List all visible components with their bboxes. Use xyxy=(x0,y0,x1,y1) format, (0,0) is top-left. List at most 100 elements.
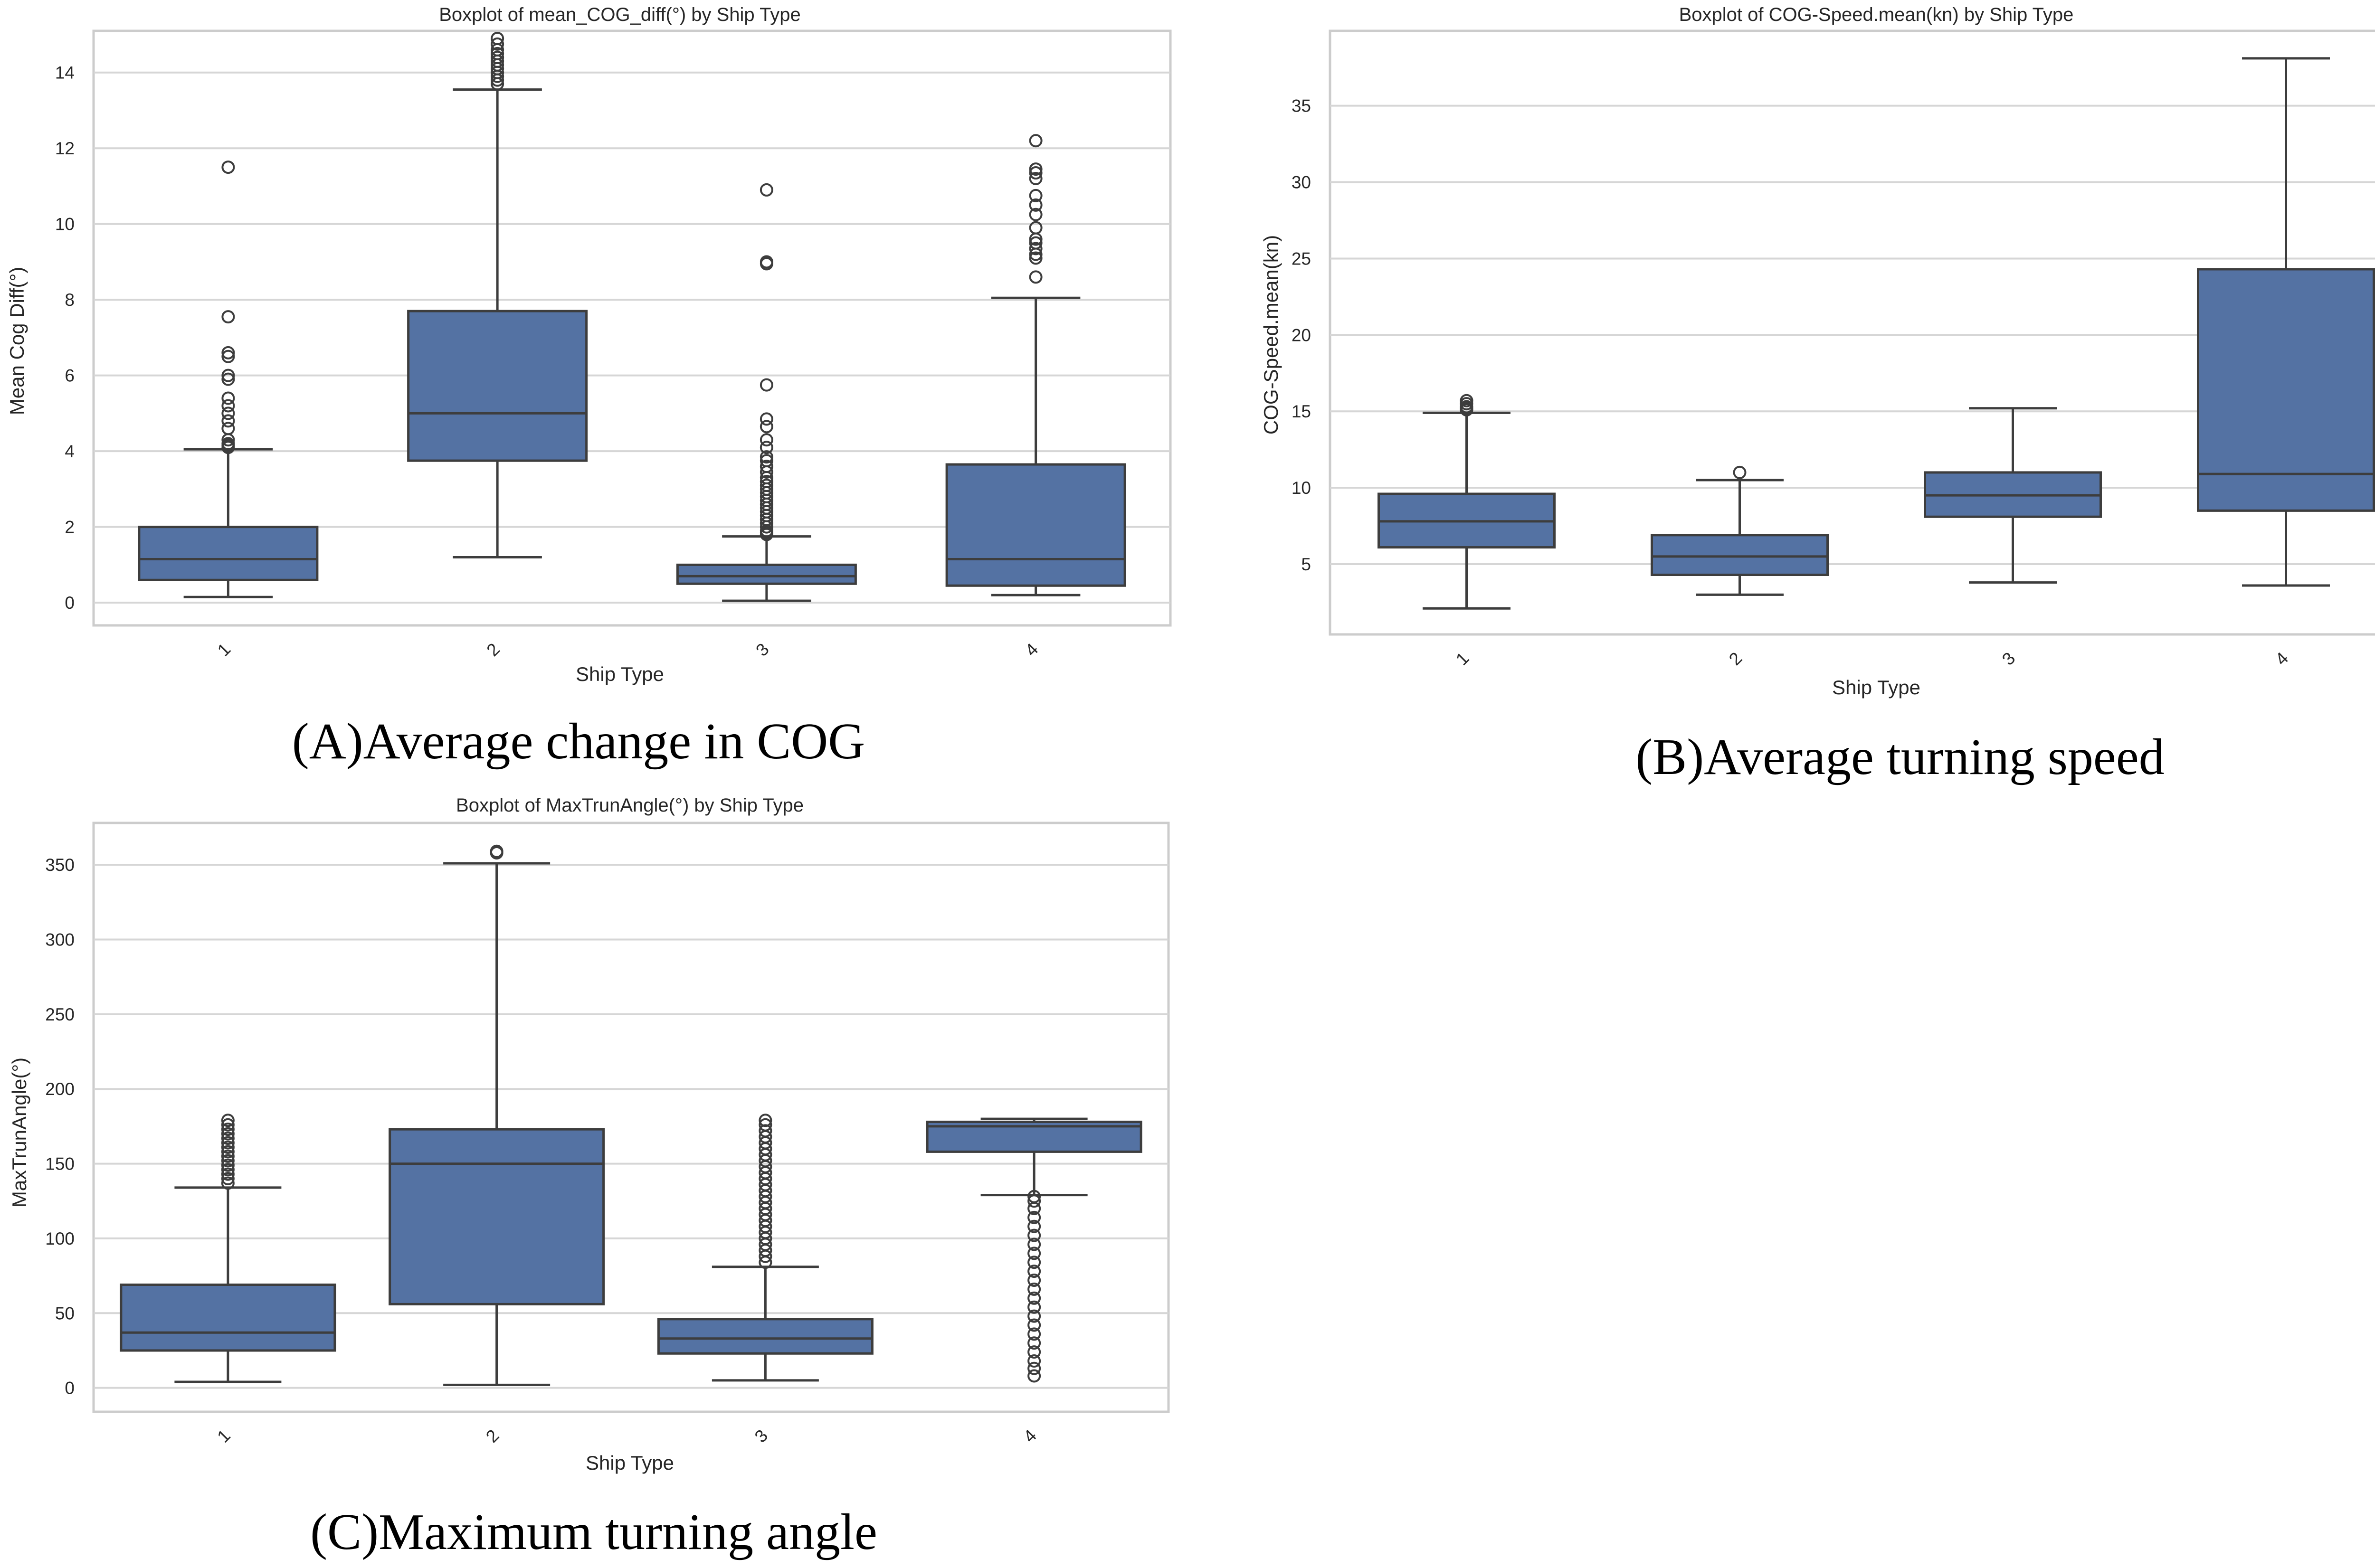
panel-a-ytick-label: 8 xyxy=(65,290,75,310)
panel-a-outlier xyxy=(1029,166,1043,180)
panel-b-xtick-label: 1 xyxy=(1452,648,1473,669)
panel-c-xtick-label: 3 xyxy=(751,1426,772,1446)
panel-c-outlier xyxy=(1027,1327,1041,1341)
panel-a-outlier xyxy=(491,50,504,64)
panel-b-xtick-label: 2 xyxy=(1725,648,1746,669)
panel-b-box-4 xyxy=(2197,268,2375,512)
panel-c-outlier xyxy=(1027,1210,1041,1224)
panel-c-outlier xyxy=(1027,1318,1041,1332)
panel-c-outlier xyxy=(221,1118,235,1132)
panel-a-ytick-label: 4 xyxy=(65,442,75,461)
panel-c-outlier xyxy=(221,1172,235,1186)
panel-c-outlier xyxy=(221,1127,235,1141)
panel-a-outlier xyxy=(760,255,773,269)
panel-a-box-4 xyxy=(945,463,1126,587)
panel-c-xlabel: Ship Type xyxy=(586,1452,674,1474)
panel-c-outlier xyxy=(759,1114,772,1127)
panel-a: Boxplot of mean_COG_diff(°) by Ship Type… xyxy=(6,4,1172,770)
panel-a-ytick-label: 14 xyxy=(55,63,75,83)
panel-a-outlier xyxy=(760,433,773,447)
panel-a-outlier xyxy=(1029,236,1043,250)
panel-a-outlier xyxy=(221,372,235,386)
panel-c-outlier xyxy=(1027,1265,1041,1278)
panel-a-outlier xyxy=(1029,251,1043,265)
panel-a-xlabel: Ship Type xyxy=(576,663,664,685)
panel-c-outlier xyxy=(221,1132,235,1145)
panel-a-outlier xyxy=(760,441,773,454)
panel-a-outlier xyxy=(221,422,235,435)
panel-c-xtick-label: 1 xyxy=(213,1426,234,1446)
panel-c-outlier xyxy=(221,1154,235,1168)
panel-a-outlier xyxy=(760,378,773,392)
panel-b-caption: (B)Average turning speed xyxy=(1635,729,2165,785)
panel-a-outlier xyxy=(1029,172,1043,186)
panel-a-outlier xyxy=(221,406,235,420)
panel-c-outlier xyxy=(1027,1300,1041,1314)
panel-c-ytick-label: 0 xyxy=(65,1379,75,1398)
panel-c-outlier xyxy=(1027,1336,1041,1350)
panel-a-outlier xyxy=(1029,221,1043,235)
panel-a-outlier xyxy=(760,474,773,488)
panel-a-outlier xyxy=(221,414,235,428)
panel-a-xtick-label: 1 xyxy=(214,639,235,660)
panel-c-outlier xyxy=(221,1167,235,1181)
panel-c-ytick-label: 150 xyxy=(45,1154,75,1174)
panel-a-outlier xyxy=(1029,134,1043,148)
panel-b-ytick-label: 15 xyxy=(1292,402,1311,421)
panel-a-ytick-label: 2 xyxy=(65,518,75,537)
panel-a-caption: (A)Average change in COG xyxy=(292,713,865,770)
panel-c-ytick-label: 300 xyxy=(45,930,75,949)
panel-c-ytick-label: 350 xyxy=(45,855,75,875)
panel-c-outlier xyxy=(490,844,504,858)
panel-c-ytick-label: 200 xyxy=(45,1079,75,1099)
panel-c-outlier xyxy=(221,1114,235,1127)
panel-a-ytick-label: 10 xyxy=(55,215,75,234)
panel-b-xtick-label: 3 xyxy=(1998,648,2019,669)
panel-a-outlier xyxy=(221,399,235,413)
panel-c-outlier xyxy=(1027,1274,1041,1287)
panel-b-ytick-label: 30 xyxy=(1292,173,1311,192)
panel-a-outlier xyxy=(760,478,773,492)
panel-c-outlier xyxy=(1027,1228,1041,1242)
panel-b-xlabel: Ship Type xyxy=(1832,676,1920,699)
panel-a-outlier xyxy=(491,37,504,51)
panel-c-ylabel: MaxTrunAngle(°) xyxy=(8,1058,30,1208)
panel-b-ytick-label: 5 xyxy=(1301,555,1311,574)
panel-a-outlier xyxy=(1029,270,1043,284)
panel-c-caption: (C)Maximum turning angle xyxy=(310,1504,877,1560)
panel-c-outlier xyxy=(1027,1256,1041,1269)
panel-b: Boxplot of COG-Speed.mean(kn) by Ship Ty… xyxy=(1260,4,2375,785)
panel-a-box-1 xyxy=(138,526,319,581)
panel-a-outlier xyxy=(221,368,235,382)
panel-c: Boxplot of MaxTrunAngle(°) by Ship Type … xyxy=(8,795,1170,1560)
panel-c-outlier xyxy=(1027,1247,1041,1260)
panel-a-outlier xyxy=(1029,198,1043,212)
panel-a-outlier xyxy=(221,391,235,405)
panel-b-ytick-label: 25 xyxy=(1292,249,1311,268)
panel-b-ytick-label: 20 xyxy=(1292,325,1311,345)
panel-c-outlier xyxy=(1027,1194,1041,1208)
panel-a-outlier xyxy=(221,346,235,359)
panel-a-outlier xyxy=(1029,208,1043,221)
panel-c-outlier xyxy=(221,1140,235,1154)
panel-a-xtick-label: 2 xyxy=(483,639,504,660)
panel-c-ytick-label: 100 xyxy=(45,1229,75,1248)
panel-a-outlier xyxy=(1029,189,1043,202)
panel-c-outlier xyxy=(759,1118,772,1132)
panel-a-ytick-label: 0 xyxy=(65,593,75,613)
panel-a-box-3 xyxy=(676,563,857,585)
panel-c-ytick-label: 50 xyxy=(55,1304,75,1323)
panel-a-outlier xyxy=(1029,242,1043,255)
panel-a-outlier xyxy=(491,47,504,60)
panel-a-outlier xyxy=(221,349,235,363)
panel-a-outlier xyxy=(760,460,773,473)
panel-c-outlier xyxy=(1027,1369,1041,1383)
panel-c-outlier xyxy=(1027,1190,1041,1203)
panel-c-box-1 xyxy=(120,1283,336,1352)
panel-b-ytick-label: 10 xyxy=(1292,478,1311,498)
panel-b-outlier xyxy=(1460,394,1473,407)
panel-b-xtick-label: 4 xyxy=(2271,648,2292,669)
panel-c-outlier xyxy=(221,1145,235,1159)
panel-a-outlier xyxy=(760,450,773,464)
panel-c-xtick-label: 4 xyxy=(1020,1426,1041,1446)
